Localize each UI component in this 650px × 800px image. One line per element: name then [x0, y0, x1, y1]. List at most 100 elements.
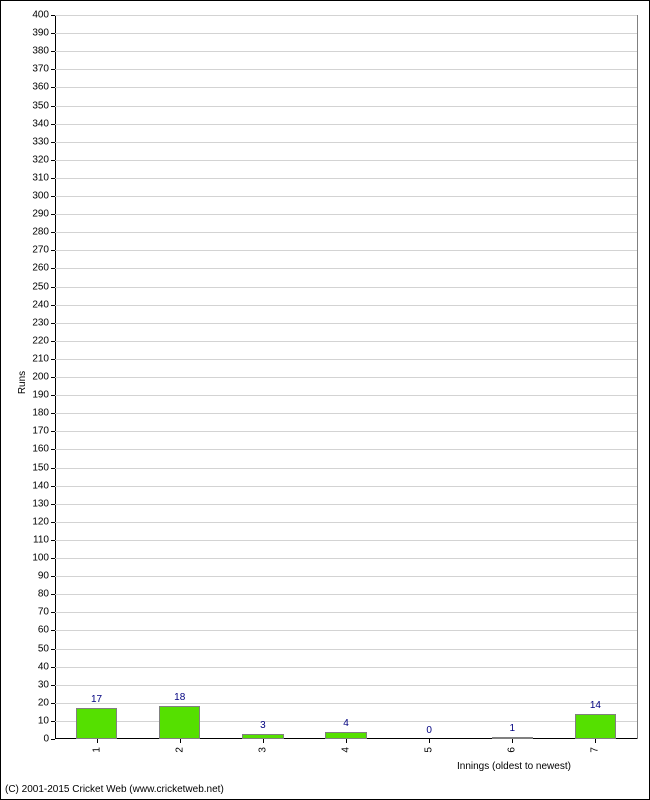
gridline	[55, 323, 637, 324]
y-tick-label: 0	[43, 734, 49, 745]
bar-value-label: 1	[510, 723, 516, 734]
y-tick-label: 150	[32, 462, 49, 473]
y-tick-mark	[51, 612, 55, 613]
bar	[325, 732, 367, 739]
y-tick-label: 320	[32, 154, 49, 165]
bar-value-label: 4	[343, 718, 349, 729]
y-tick-label: 290	[32, 209, 49, 220]
x-tick-label: 1	[91, 747, 102, 753]
y-tick-mark	[51, 431, 55, 432]
y-tick-mark	[51, 142, 55, 143]
gridline	[55, 69, 637, 70]
y-tick-label: 300	[32, 191, 49, 202]
y-tick-label: 160	[32, 444, 49, 455]
y-tick-mark	[51, 178, 55, 179]
x-tick-mark	[346, 739, 347, 743]
x-tick-mark	[97, 739, 98, 743]
y-tick-label: 270	[32, 245, 49, 256]
y-tick-label: 10	[38, 715, 49, 726]
y-tick-mark	[51, 87, 55, 88]
gridline	[55, 214, 637, 215]
y-tick-label: 70	[38, 607, 49, 618]
gridline	[55, 15, 637, 16]
y-tick-mark	[51, 33, 55, 34]
y-tick-label: 250	[32, 281, 49, 292]
y-tick-label: 200	[32, 372, 49, 383]
y-tick-mark	[51, 232, 55, 233]
y-tick-mark	[51, 287, 55, 288]
y-tick-label: 110	[33, 534, 49, 545]
gridline	[55, 142, 637, 143]
gridline	[55, 268, 637, 269]
y-tick-mark	[51, 649, 55, 650]
y-tick-label: 80	[38, 589, 49, 600]
y-tick-label: 220	[32, 335, 49, 346]
gridline	[55, 160, 637, 161]
copyright-text: (C) 2001-2015 Cricket Web (www.cricketwe…	[5, 784, 224, 795]
gridline	[55, 287, 637, 288]
y-tick-label: 60	[38, 625, 49, 636]
x-tick-label: 4	[341, 747, 352, 753]
x-axis-title: Innings (oldest to newest)	[457, 761, 571, 772]
gridline	[55, 449, 637, 450]
y-tick-mark	[51, 106, 55, 107]
gridline	[55, 667, 637, 668]
gridline	[55, 504, 637, 505]
x-tick-label: 2	[174, 747, 185, 753]
x-tick-label: 7	[590, 747, 601, 753]
y-tick-mark	[51, 51, 55, 52]
gridline	[55, 51, 637, 52]
gridline	[55, 106, 637, 107]
y-tick-label: 20	[38, 697, 49, 708]
y-tick-mark	[51, 268, 55, 269]
gridline	[55, 124, 637, 125]
y-tick-label: 170	[32, 426, 49, 437]
y-tick-label: 340	[32, 118, 49, 129]
gridline	[55, 594, 637, 595]
gridline	[55, 87, 637, 88]
x-tick-mark	[595, 739, 596, 743]
y-tick-label: 280	[32, 227, 49, 238]
y-tick-mark	[51, 15, 55, 16]
y-tick-label: 180	[32, 408, 49, 419]
y-tick-mark	[51, 395, 55, 396]
y-tick-mark	[51, 667, 55, 668]
x-tick-mark	[180, 739, 181, 743]
y-tick-mark	[51, 576, 55, 577]
y-tick-mark	[51, 359, 55, 360]
y-tick-mark	[51, 522, 55, 523]
y-tick-label: 390	[32, 28, 49, 39]
y-tick-label: 30	[38, 679, 49, 690]
x-tick-mark	[512, 739, 513, 743]
y-tick-mark	[51, 721, 55, 722]
bar-value-label: 0	[426, 725, 432, 736]
y-tick-mark	[51, 449, 55, 450]
bar-value-label: 18	[174, 692, 185, 703]
y-tick-label: 50	[38, 643, 49, 654]
gridline	[55, 250, 637, 251]
gridline	[55, 468, 637, 469]
y-tick-label: 330	[32, 136, 49, 147]
gridline	[55, 178, 637, 179]
y-tick-mark	[51, 468, 55, 469]
y-tick-mark	[51, 739, 55, 740]
y-tick-mark	[51, 540, 55, 541]
y-tick-label: 100	[32, 553, 49, 564]
y-tick-label: 310	[32, 172, 49, 183]
bar	[575, 714, 617, 739]
gridline	[55, 413, 637, 414]
gridline	[55, 703, 637, 704]
x-tick-label: 3	[257, 747, 268, 753]
y-tick-label: 140	[32, 480, 49, 491]
gridline	[55, 305, 637, 306]
y-tick-mark	[51, 413, 55, 414]
y-tick-mark	[51, 250, 55, 251]
y-tick-label: 380	[32, 46, 49, 57]
y-tick-label: 400	[32, 10, 49, 21]
y-tick-label: 120	[32, 516, 49, 527]
gridline	[55, 359, 637, 360]
y-tick-mark	[51, 196, 55, 197]
y-tick-label: 90	[38, 571, 49, 582]
y-tick-label: 130	[32, 498, 49, 509]
gridline	[55, 558, 637, 559]
